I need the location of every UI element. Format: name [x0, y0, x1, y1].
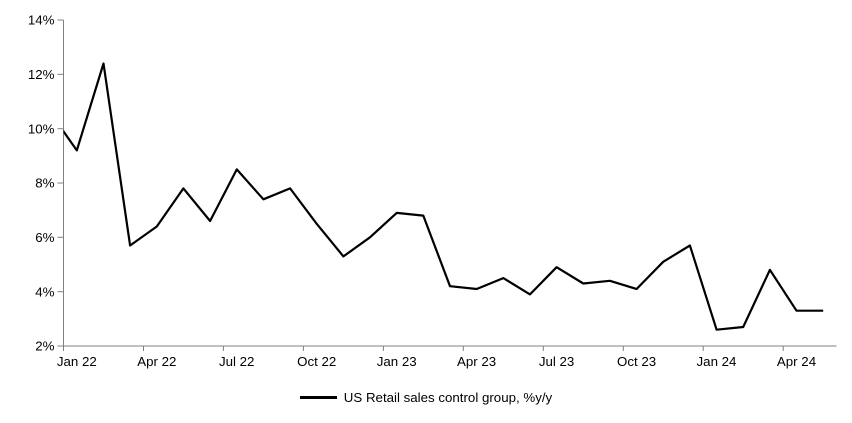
x-axis-tick-label: Jul 23 — [539, 354, 574, 369]
x-axis-tick-label: Apr 23 — [457, 354, 496, 369]
y-axis-tick-label: 6% — [35, 230, 54, 245]
x-axis-tick-label: Jul 22 — [219, 354, 254, 369]
y-axis-tick-label: 10% — [28, 121, 55, 136]
y-axis-tick-label: 14% — [28, 13, 55, 28]
y-axis-tick-label: 2% — [35, 339, 54, 354]
x-axis-tick-label: Oct 22 — [297, 354, 336, 369]
y-axis-tick-label: 12% — [28, 67, 55, 82]
x-axis-tick-label: Jan 23 — [377, 354, 417, 369]
x-axis-tick-label: Apr 24 — [777, 354, 816, 369]
y-axis-tick-label: 4% — [35, 284, 54, 299]
legend-line-swatch — [299, 396, 337, 399]
x-axis-tick-label: Oct 23 — [617, 354, 656, 369]
x-axis-tick-label: Jan 24 — [697, 354, 737, 369]
legend-label: US Retail sales control group, %y/y — [343, 390, 553, 405]
data-series-line — [63, 62, 824, 331]
legend: US Retail sales control group, %y/y — [0, 390, 852, 405]
x-axis-tick-label: Jan 22 — [57, 354, 97, 369]
y-axis-tick-label: 8% — [35, 176, 54, 191]
x-axis-tick-label: Apr 22 — [137, 354, 176, 369]
